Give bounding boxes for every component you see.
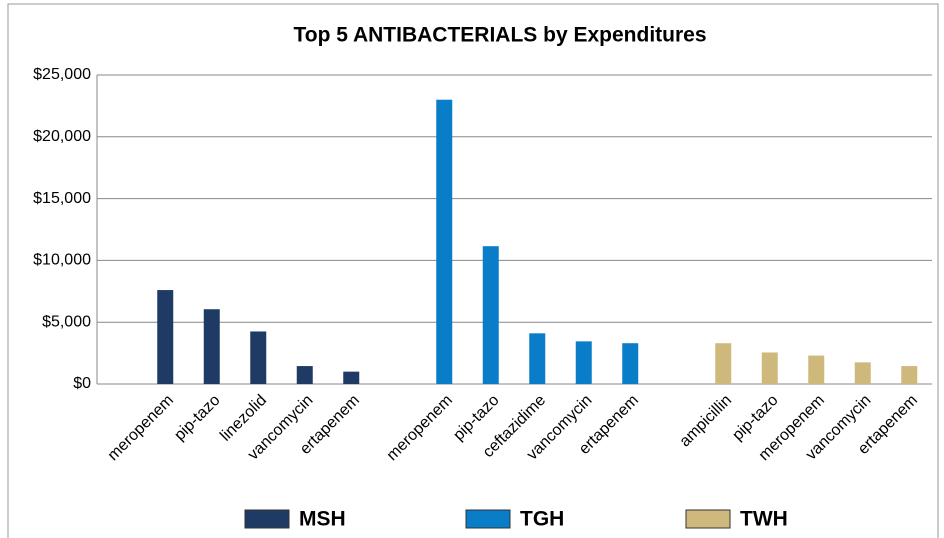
legend-label: TWH	[740, 508, 788, 531]
y-tick-label: $25,000	[33, 66, 91, 83]
bar	[761, 352, 778, 384]
legend-label: MSH	[299, 508, 346, 531]
bar	[250, 331, 267, 384]
bar	[529, 333, 546, 384]
legend-label: TGH	[520, 508, 564, 531]
bar	[203, 309, 220, 384]
bar	[575, 341, 592, 384]
bar	[808, 355, 825, 384]
bar	[854, 362, 871, 384]
y-tick-label: $5,000	[42, 313, 91, 330]
bar	[343, 371, 360, 384]
bar	[296, 366, 313, 384]
bar	[436, 99, 453, 384]
y-tick-label: $15,000	[33, 190, 91, 207]
y-tick-label: $10,000	[33, 252, 91, 269]
chart-border	[7, 3, 939, 538]
legend-swatch	[465, 509, 511, 529]
bar	[157, 290, 174, 384]
y-tick-label: $0	[73, 375, 91, 392]
bar	[482, 246, 499, 384]
y-tick-label: $20,000	[33, 128, 91, 145]
legend-swatch	[685, 509, 731, 529]
chart-title: Top 5 ANTIBACTERIALS by Expenditures	[293, 24, 706, 47]
bar	[901, 366, 918, 384]
bar	[622, 343, 639, 384]
legend-swatch	[244, 509, 290, 529]
bar	[715, 343, 732, 384]
